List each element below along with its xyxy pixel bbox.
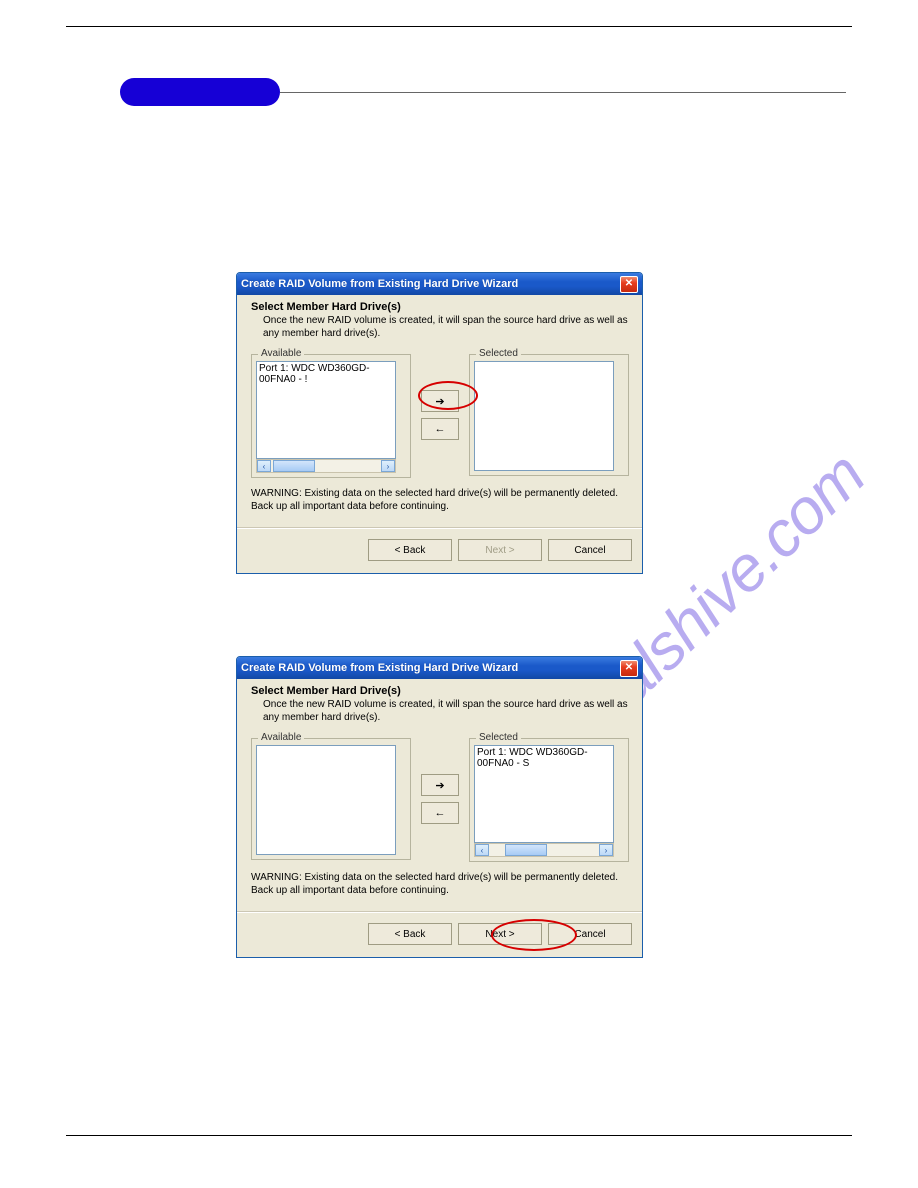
move-left-button[interactable]: ← bbox=[421, 802, 459, 824]
step-description: Once the new RAID volume is created, it … bbox=[263, 699, 628, 724]
selected-listbox[interactable] bbox=[474, 361, 614, 471]
back-button[interactable]: < Back bbox=[368, 539, 452, 561]
cancel-button[interactable]: Cancel bbox=[548, 539, 632, 561]
next-button[interactable]: Next > bbox=[458, 923, 542, 945]
available-listbox[interactable]: Port 1: WDC WD360GD-00FNA0 - ! bbox=[256, 361, 396, 459]
arrow-right-icon: ➔ bbox=[435, 779, 444, 792]
arrow-left-icon: ← bbox=[435, 807, 446, 819]
available-group: Available Port 1: WDC WD360GD-00FNA0 - !… bbox=[251, 354, 411, 478]
close-button[interactable]: ✕ bbox=[620, 660, 638, 677]
arrow-right-icon: ➔ bbox=[435, 395, 444, 408]
close-button[interactable]: ✕ bbox=[620, 276, 638, 293]
titlebar[interactable]: Create RAID Volume from Existing Hard Dr… bbox=[237, 657, 642, 679]
raid-wizard-dialog-2: Create RAID Volume from Existing Hard Dr… bbox=[236, 656, 643, 958]
window-title: Create RAID Volume from Existing Hard Dr… bbox=[241, 662, 620, 674]
move-right-button[interactable]: ➔ bbox=[421, 390, 459, 412]
warning-text: WARNING: Existing data on the selected h… bbox=[237, 872, 642, 897]
back-button[interactable]: < Back bbox=[368, 923, 452, 945]
available-group: Available bbox=[251, 738, 411, 860]
step-title: Select Member Hard Drive(s) bbox=[251, 685, 628, 697]
section-pill bbox=[120, 78, 280, 106]
selected-label: Selected bbox=[476, 348, 521, 359]
close-icon: ✕ bbox=[625, 663, 633, 673]
available-listbox[interactable] bbox=[256, 745, 396, 855]
page-bottom-rule bbox=[66, 1135, 852, 1136]
cancel-button[interactable]: Cancel bbox=[548, 923, 632, 945]
available-label: Available bbox=[258, 348, 304, 359]
scroll-right-icon[interactable]: › bbox=[381, 460, 395, 472]
selected-listbox[interactable]: Port 1: WDC WD360GD-00FNA0 - S bbox=[474, 745, 614, 843]
section-rule bbox=[280, 92, 846, 93]
window-title: Create RAID Volume from Existing Hard Dr… bbox=[241, 278, 620, 290]
scroll-left-icon[interactable]: ‹ bbox=[257, 460, 271, 472]
available-scrollbar[interactable]: ‹ › bbox=[256, 459, 396, 473]
selected-group: Selected bbox=[469, 354, 629, 476]
warning-text: WARNING: Existing data on the selected h… bbox=[237, 488, 642, 513]
list-item[interactable]: Port 1: WDC WD360GD-00FNA0 - S bbox=[477, 747, 588, 769]
selected-scrollbar[interactable]: ‹ › bbox=[474, 843, 614, 857]
scroll-track[interactable] bbox=[271, 460, 381, 472]
scroll-right-icon[interactable]: › bbox=[599, 844, 613, 856]
close-icon: ✕ bbox=[625, 279, 633, 289]
available-label: Available bbox=[258, 732, 304, 743]
scroll-left-icon[interactable]: ‹ bbox=[475, 844, 489, 856]
arrow-left-icon: ← bbox=[435, 423, 446, 435]
titlebar[interactable]: Create RAID Volume from Existing Hard Dr… bbox=[237, 273, 642, 295]
scroll-track[interactable] bbox=[489, 844, 599, 856]
scroll-thumb[interactable] bbox=[273, 460, 315, 472]
step-description: Once the new RAID volume is created, it … bbox=[263, 315, 628, 340]
selected-group: Selected Port 1: WDC WD360GD-00FNA0 - S … bbox=[469, 738, 629, 862]
page-top-rule bbox=[66, 26, 852, 27]
scroll-thumb[interactable] bbox=[505, 844, 547, 856]
move-right-button[interactable]: ➔ bbox=[421, 774, 459, 796]
step-title: Select Member Hard Drive(s) bbox=[251, 301, 628, 313]
next-button: Next > bbox=[458, 539, 542, 561]
move-left-button[interactable]: ← bbox=[421, 418, 459, 440]
selected-label: Selected bbox=[476, 732, 521, 743]
raid-wizard-dialog-1: Create RAID Volume from Existing Hard Dr… bbox=[236, 272, 643, 574]
list-item[interactable]: Port 1: WDC WD360GD-00FNA0 - ! bbox=[259, 363, 370, 385]
